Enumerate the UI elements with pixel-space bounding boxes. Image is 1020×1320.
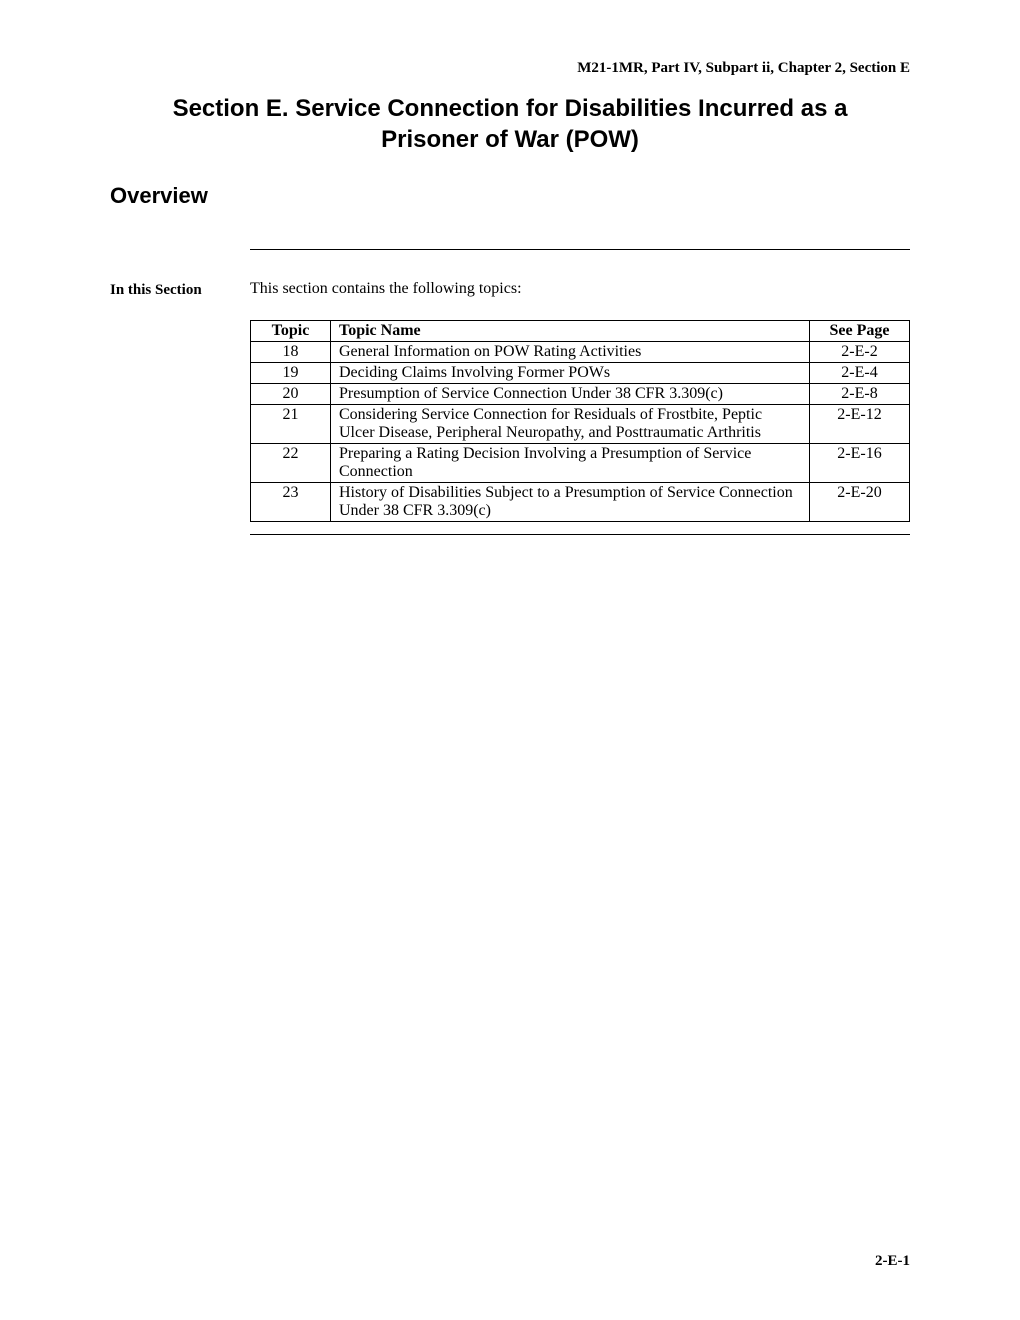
table-row: 21 Considering Service Connection for Re…	[251, 405, 910, 444]
cell-topic: 19	[251, 363, 331, 384]
table-row: 19 Deciding Claims Involving Former POWs…	[251, 363, 910, 384]
content-row: In this Section This section contains th…	[110, 280, 910, 522]
page-number: 2-E-1	[875, 1253, 910, 1270]
cell-topic: 18	[251, 342, 331, 363]
cell-name: General Information on POW Rating Activi…	[331, 342, 810, 363]
divider-bottom	[250, 534, 910, 535]
cell-page: 2-E-20	[810, 483, 910, 522]
cell-name: Presumption of Service Connection Under …	[331, 384, 810, 405]
cell-name: Deciding Claims Involving Former POWs	[331, 363, 810, 384]
cell-page: 2-E-4	[810, 363, 910, 384]
table-row: 23 History of Disabilities Subject to a …	[251, 483, 910, 522]
header-topic: Topic	[251, 321, 331, 342]
divider-top	[250, 249, 910, 250]
header-topic-name: Topic Name	[331, 321, 810, 342]
cell-topic: 20	[251, 384, 331, 405]
section-title: Section E. Service Connection for Disabi…	[110, 93, 910, 155]
section-title-line1: Section E. Service Connection for Disabi…	[173, 95, 848, 122]
section-title-line2: Prisoner of War (POW)	[381, 126, 639, 153]
cell-topic: 22	[251, 444, 331, 483]
cell-page: 2-E-8	[810, 384, 910, 405]
cell-name: History of Disabilities Subject to a Pre…	[331, 483, 810, 522]
cell-page: 2-E-16	[810, 444, 910, 483]
cell-topic: 21	[251, 405, 331, 444]
main-content: This section contains the following topi…	[250, 280, 910, 522]
side-label: In this Section	[110, 280, 250, 299]
cell-page: 2-E-12	[810, 405, 910, 444]
table-header-row: Topic Topic Name See Page	[251, 321, 910, 342]
topics-table: Topic Topic Name See Page 18 General Inf…	[250, 320, 910, 522]
table-row: 20 Presumption of Service Connection Und…	[251, 384, 910, 405]
intro-text: This section contains the following topi…	[250, 280, 910, 298]
header-reference: M21-1MR, Part IV, Subpart ii, Chapter 2,…	[110, 60, 910, 77]
cell-topic: 23	[251, 483, 331, 522]
table-row: 18 General Information on POW Rating Act…	[251, 342, 910, 363]
table-row: 22 Preparing a Rating Decision Involving…	[251, 444, 910, 483]
overview-heading: Overview	[110, 183, 910, 209]
header-see-page: See Page	[810, 321, 910, 342]
cell-page: 2-E-2	[810, 342, 910, 363]
cell-name: Preparing a Rating Decision Involving a …	[331, 444, 810, 483]
cell-name: Considering Service Connection for Resid…	[331, 405, 810, 444]
